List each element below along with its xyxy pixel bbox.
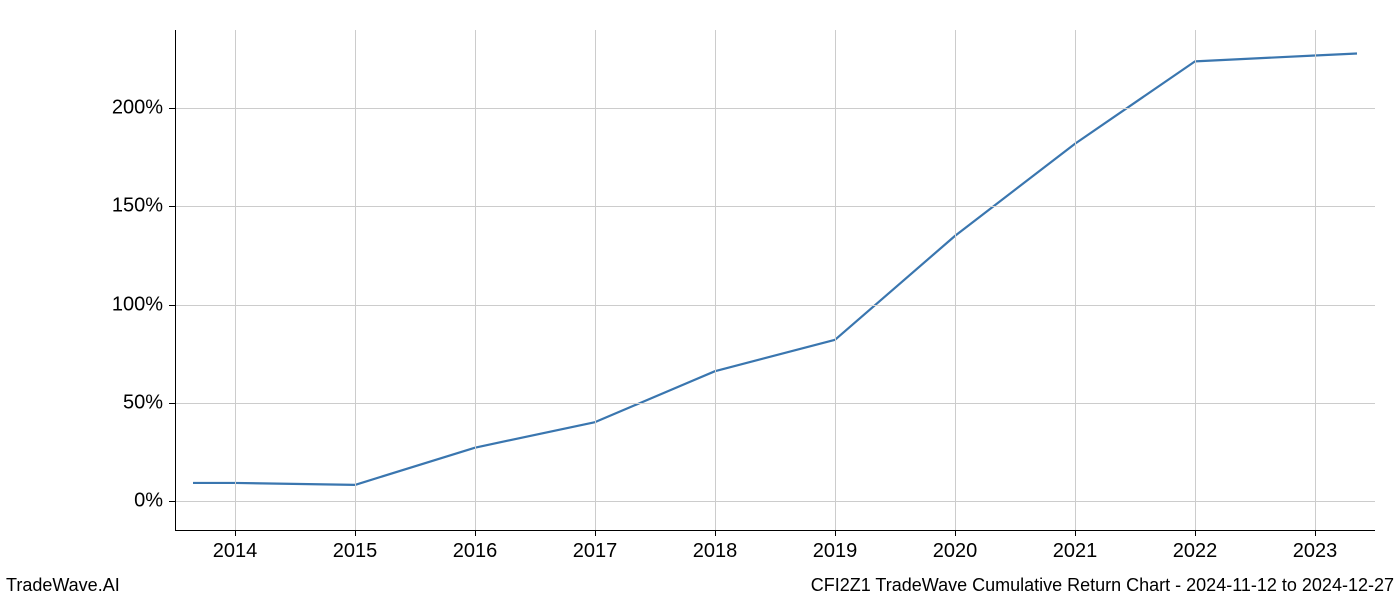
x-tick-label: 2018 — [693, 540, 738, 563]
x-tick-label: 2020 — [933, 540, 978, 563]
x-tick-label: 2023 — [1293, 540, 1338, 563]
grid-line-vertical — [355, 30, 356, 530]
footer-caption: CFI2Z1 TradeWave Cumulative Return Chart… — [811, 575, 1394, 596]
grid-line-vertical — [835, 30, 836, 530]
x-axis-spine — [175, 530, 1375, 531]
y-tick-label: 50% — [123, 391, 163, 414]
grid-line-horizontal — [175, 206, 1375, 207]
footer-brand: TradeWave.AI — [6, 575, 120, 596]
return-line — [193, 54, 1357, 485]
grid-line-horizontal — [175, 108, 1375, 109]
grid-line-horizontal — [175, 501, 1375, 502]
grid-line-vertical — [475, 30, 476, 530]
grid-line-vertical — [235, 30, 236, 530]
plot-area — [175, 30, 1375, 530]
y-axis-spine — [175, 30, 176, 530]
grid-line-vertical — [595, 30, 596, 530]
grid-line-vertical — [715, 30, 716, 530]
x-tick-label: 2016 — [453, 540, 498, 563]
grid-line-horizontal — [175, 305, 1375, 306]
y-tick-label: 0% — [134, 489, 163, 512]
grid-line-vertical — [1075, 30, 1076, 530]
grid-line-vertical — [1315, 30, 1316, 530]
grid-line-horizontal — [175, 403, 1375, 404]
cumulative-return-chart: TradeWave.AI CFI2Z1 TradeWave Cumulative… — [0, 0, 1400, 600]
grid-line-vertical — [955, 30, 956, 530]
x-tick-label: 2017 — [573, 540, 618, 563]
x-tick-label: 2019 — [813, 540, 858, 563]
x-tick-label: 2021 — [1053, 540, 1098, 563]
y-tick-label: 150% — [112, 195, 163, 218]
x-tick-label: 2015 — [333, 540, 378, 563]
y-tick-label: 100% — [112, 293, 163, 316]
x-tick-label: 2014 — [213, 540, 258, 563]
x-tick-label: 2022 — [1173, 540, 1218, 563]
y-tick-label: 200% — [112, 97, 163, 120]
grid-line-vertical — [1195, 30, 1196, 530]
